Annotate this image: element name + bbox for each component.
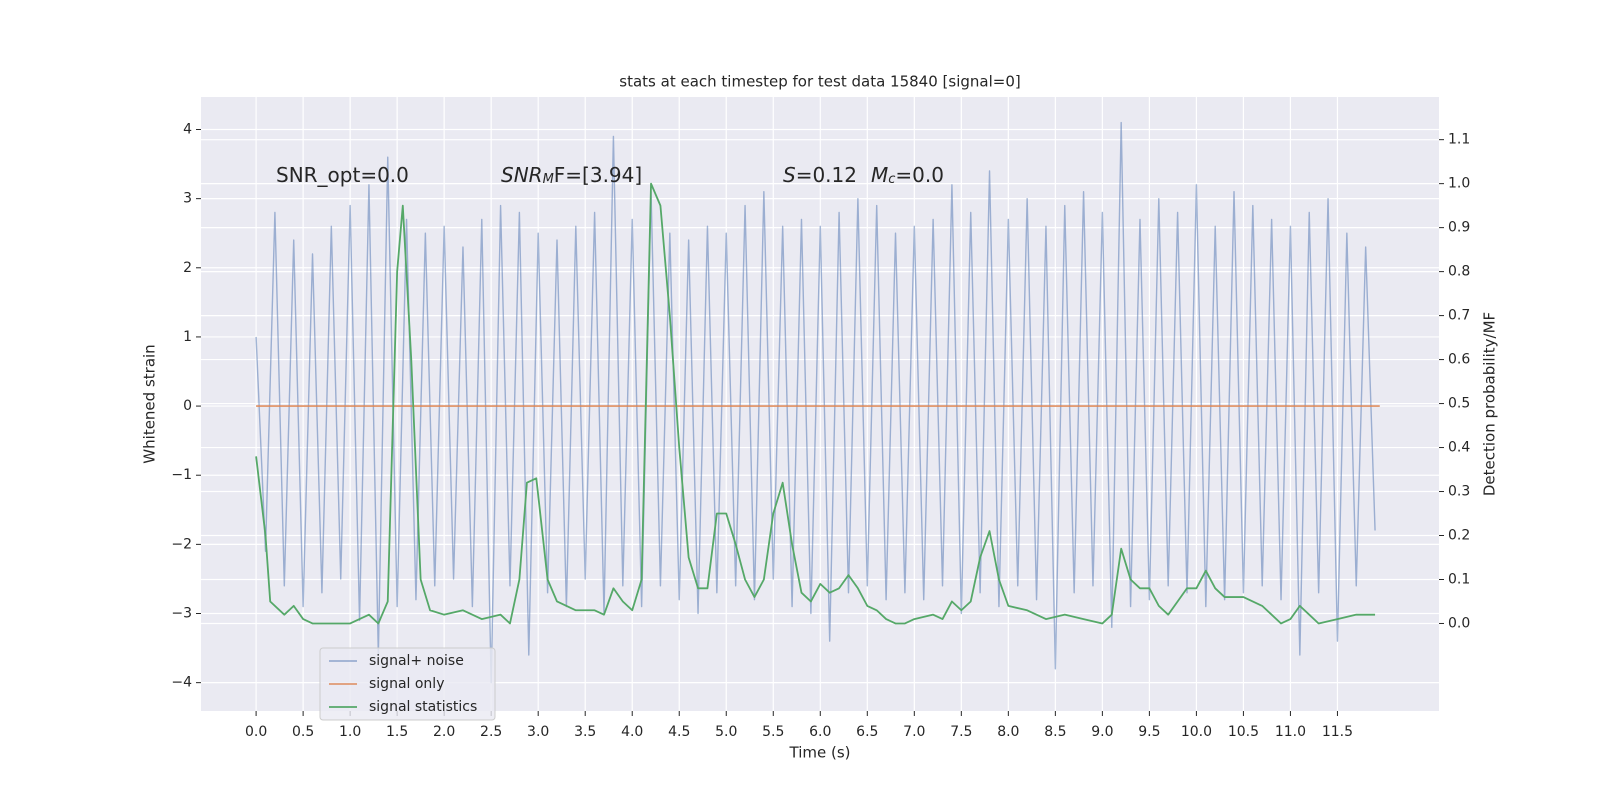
- annotation-part: SNR_opt=0.0: [276, 163, 409, 187]
- x-tick-label: 8.5: [1044, 724, 1066, 740]
- y-tick-label: −2: [171, 536, 192, 552]
- y2-tick-label: 0.4: [1448, 440, 1470, 456]
- x-tick-label: 8.0: [997, 724, 1019, 740]
- x-tick-label: 0.0: [245, 724, 267, 740]
- x-tick-label: 10.0: [1181, 724, 1212, 740]
- legend-box: [319, 647, 496, 721]
- y2-tick-label: 1.1: [1448, 132, 1470, 148]
- x-axis-title: Time (s): [789, 744, 851, 762]
- y2-tick-label: 0.9: [1448, 220, 1470, 236]
- y-tick-label: 2: [183, 260, 192, 276]
- legend-label: signal only: [369, 676, 444, 692]
- x-tick-label: 6.5: [856, 724, 878, 740]
- x-tick-label: 11.0: [1275, 724, 1306, 740]
- annotation-part: S: [783, 163, 796, 187]
- x-tick-label: 11.5: [1322, 724, 1353, 740]
- x-tick-label: 1.0: [339, 724, 361, 740]
- chart-title: stats at each timestep for test data 158…: [619, 73, 1020, 91]
- y-tick-label: −3: [171, 606, 192, 622]
- x-tick-label: 2.0: [433, 724, 455, 740]
- y2-tick-label: 0.2: [1448, 528, 1470, 544]
- y-axis-title: Whitened strain: [141, 344, 159, 463]
- x-tick-label: 1.5: [386, 724, 408, 740]
- annotation-part: SNR: [501, 163, 543, 187]
- legend-label: signal statistics: [369, 699, 477, 715]
- y2-tick-label: 0.6: [1448, 352, 1470, 368]
- x-tick-label: 2.5: [480, 724, 502, 740]
- series-line: [255, 182, 1376, 625]
- y2-tick-label: 0.7: [1448, 308, 1470, 324]
- x-tick-label: 5.0: [715, 724, 737, 740]
- annotations: SNR_opt=0.0 SNRMF=[3.94] S=0.12 Mc=0.0: [276, 163, 944, 188]
- x-tick-label: 5.5: [762, 724, 784, 740]
- x-tick-label: 10.5: [1228, 724, 1259, 740]
- annotation: SNR_opt=0.0: [276, 163, 409, 187]
- y-tick-label: 1: [183, 329, 192, 345]
- x-tick-label: 9.0: [1091, 724, 1113, 740]
- axes: 0.0 0.5 1.0 1.5 2.0 2.5 3.0 3.5 4.0 4.5 5.0 5.5 6.0 6…: [171, 121, 1470, 740]
- x-tick-label: 6.0: [809, 724, 831, 740]
- y-tick-label: 4: [183, 121, 192, 137]
- annotation-part: F=[3.94]: [554, 163, 642, 187]
- y2-tick-label: 0.0: [1448, 615, 1470, 631]
- series-line: [255, 121, 1376, 684]
- annotation: SNRMF=[3.94]: [501, 163, 642, 188]
- x-tick-label: 0.5: [292, 724, 314, 740]
- y2-tick-label: 0.8: [1448, 264, 1470, 280]
- y2-tick-label: 1.0: [1448, 176, 1470, 192]
- y2-tick-label: 0.3: [1448, 484, 1470, 500]
- y-tick-label: −4: [171, 675, 192, 691]
- y2-axis-title: Detection probability/MF: [1481, 312, 1499, 496]
- x-tick-label: 7.5: [950, 724, 972, 740]
- annotation-part: c: [888, 172, 895, 187]
- series: [255, 121, 1380, 684]
- x-tick-label: 4.5: [668, 724, 690, 740]
- legend-label: signal+ noise: [369, 653, 464, 669]
- x-tick-label: 9.5: [1138, 724, 1160, 740]
- y-tick-label: −1: [171, 467, 192, 483]
- annotation: S=0.12 Mc=0.0: [783, 163, 944, 188]
- annotation-part: M: [543, 172, 554, 187]
- x-tick-label: 4.0: [621, 724, 643, 740]
- legend: signal+ noise signal only signal statistic…: [319, 647, 496, 721]
- y-tick-label: 0: [183, 398, 192, 414]
- y2-tick-label: 0.1: [1448, 571, 1470, 587]
- annotation-part: M: [871, 163, 888, 187]
- x-tick-label: 7.0: [903, 724, 925, 740]
- annotation-part: =0.12: [796, 163, 857, 187]
- y2-tick-label: 0.5: [1448, 396, 1470, 412]
- annotation-part: =0.0: [895, 163, 944, 187]
- x-tick-label: 3.5: [574, 724, 596, 740]
- y-tick-label: 3: [183, 191, 192, 207]
- x-tick-label: 3.0: [527, 724, 549, 740]
